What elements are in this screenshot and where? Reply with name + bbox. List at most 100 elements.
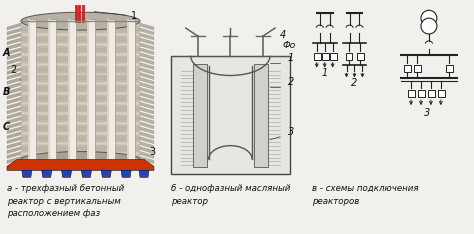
Bar xyxy=(254,64,268,167)
Polygon shape xyxy=(7,92,21,99)
Text: 2: 2 xyxy=(288,77,294,87)
Circle shape xyxy=(421,10,437,26)
Text: 3: 3 xyxy=(288,127,294,137)
Bar xyxy=(446,65,453,72)
Polygon shape xyxy=(22,170,32,177)
Bar xyxy=(21,97,140,100)
Bar xyxy=(21,102,140,105)
Bar xyxy=(21,157,140,160)
Bar xyxy=(329,53,337,60)
Polygon shape xyxy=(140,122,154,129)
Bar xyxy=(28,19,30,161)
Polygon shape xyxy=(140,112,154,119)
Text: б - однофазный масляный
реактор: б - однофазный масляный реактор xyxy=(171,184,290,206)
Bar xyxy=(314,53,321,60)
Polygon shape xyxy=(140,53,154,60)
Polygon shape xyxy=(7,142,21,149)
Bar xyxy=(346,53,353,60)
Bar xyxy=(21,48,140,51)
Ellipse shape xyxy=(21,152,140,167)
Bar xyxy=(21,38,140,41)
Polygon shape xyxy=(140,33,154,40)
Bar xyxy=(21,43,140,46)
Bar xyxy=(21,142,140,145)
Polygon shape xyxy=(7,23,21,30)
Text: A: A xyxy=(2,48,10,58)
Polygon shape xyxy=(140,23,154,30)
Text: 4: 4 xyxy=(280,30,286,40)
Polygon shape xyxy=(42,170,52,177)
Polygon shape xyxy=(140,77,154,84)
Text: в - схемы подключения
реакторов: в - схемы подключения реакторов xyxy=(312,184,419,206)
Polygon shape xyxy=(140,97,154,104)
Polygon shape xyxy=(140,152,154,158)
Polygon shape xyxy=(7,97,21,104)
Text: C: C xyxy=(2,122,9,132)
Ellipse shape xyxy=(21,12,140,30)
Bar xyxy=(418,90,425,97)
Bar xyxy=(192,64,207,167)
Bar xyxy=(48,19,55,161)
Bar xyxy=(408,90,415,97)
Text: 1: 1 xyxy=(288,53,294,63)
Bar xyxy=(21,53,140,56)
Polygon shape xyxy=(7,68,21,74)
Bar xyxy=(48,19,50,161)
Bar xyxy=(428,90,435,97)
Bar xyxy=(21,132,140,135)
Polygon shape xyxy=(140,87,154,94)
Polygon shape xyxy=(7,157,21,163)
Polygon shape xyxy=(7,48,21,55)
Bar xyxy=(21,147,140,150)
Text: 1: 1 xyxy=(94,11,137,21)
Polygon shape xyxy=(140,63,154,69)
Polygon shape xyxy=(140,132,154,139)
Bar xyxy=(21,87,140,90)
Polygon shape xyxy=(7,63,21,69)
Text: 2: 2 xyxy=(10,65,21,80)
Polygon shape xyxy=(140,28,154,35)
Bar xyxy=(438,90,445,97)
Bar xyxy=(107,19,115,161)
Polygon shape xyxy=(140,82,154,89)
Bar xyxy=(21,68,140,71)
Polygon shape xyxy=(7,127,21,134)
Bar xyxy=(68,19,75,161)
Polygon shape xyxy=(7,73,21,80)
Bar xyxy=(21,21,140,160)
Bar xyxy=(21,117,140,120)
Polygon shape xyxy=(140,147,154,154)
Bar xyxy=(87,19,90,161)
Bar xyxy=(322,53,328,60)
Bar xyxy=(21,82,140,85)
Bar xyxy=(21,33,140,36)
Polygon shape xyxy=(140,157,154,163)
Bar xyxy=(21,122,140,125)
Bar xyxy=(21,73,140,76)
Bar xyxy=(127,19,135,161)
Bar xyxy=(21,107,140,110)
Polygon shape xyxy=(140,92,154,99)
Polygon shape xyxy=(140,38,154,45)
Polygon shape xyxy=(62,170,72,177)
Bar xyxy=(21,92,140,95)
Bar xyxy=(21,58,140,61)
Bar xyxy=(28,19,36,161)
Polygon shape xyxy=(140,73,154,80)
Polygon shape xyxy=(140,137,154,144)
Bar xyxy=(127,19,129,161)
Polygon shape xyxy=(101,170,111,177)
Polygon shape xyxy=(7,77,21,84)
Text: Фо: Фо xyxy=(283,41,296,50)
Polygon shape xyxy=(7,152,21,158)
Text: 1: 1 xyxy=(321,69,328,78)
Bar xyxy=(21,28,140,31)
Bar xyxy=(357,53,365,60)
Polygon shape xyxy=(7,53,21,60)
Polygon shape xyxy=(7,117,21,124)
Polygon shape xyxy=(7,147,21,154)
Polygon shape xyxy=(7,33,21,40)
Polygon shape xyxy=(140,127,154,134)
Bar xyxy=(414,65,421,72)
Polygon shape xyxy=(7,122,21,129)
